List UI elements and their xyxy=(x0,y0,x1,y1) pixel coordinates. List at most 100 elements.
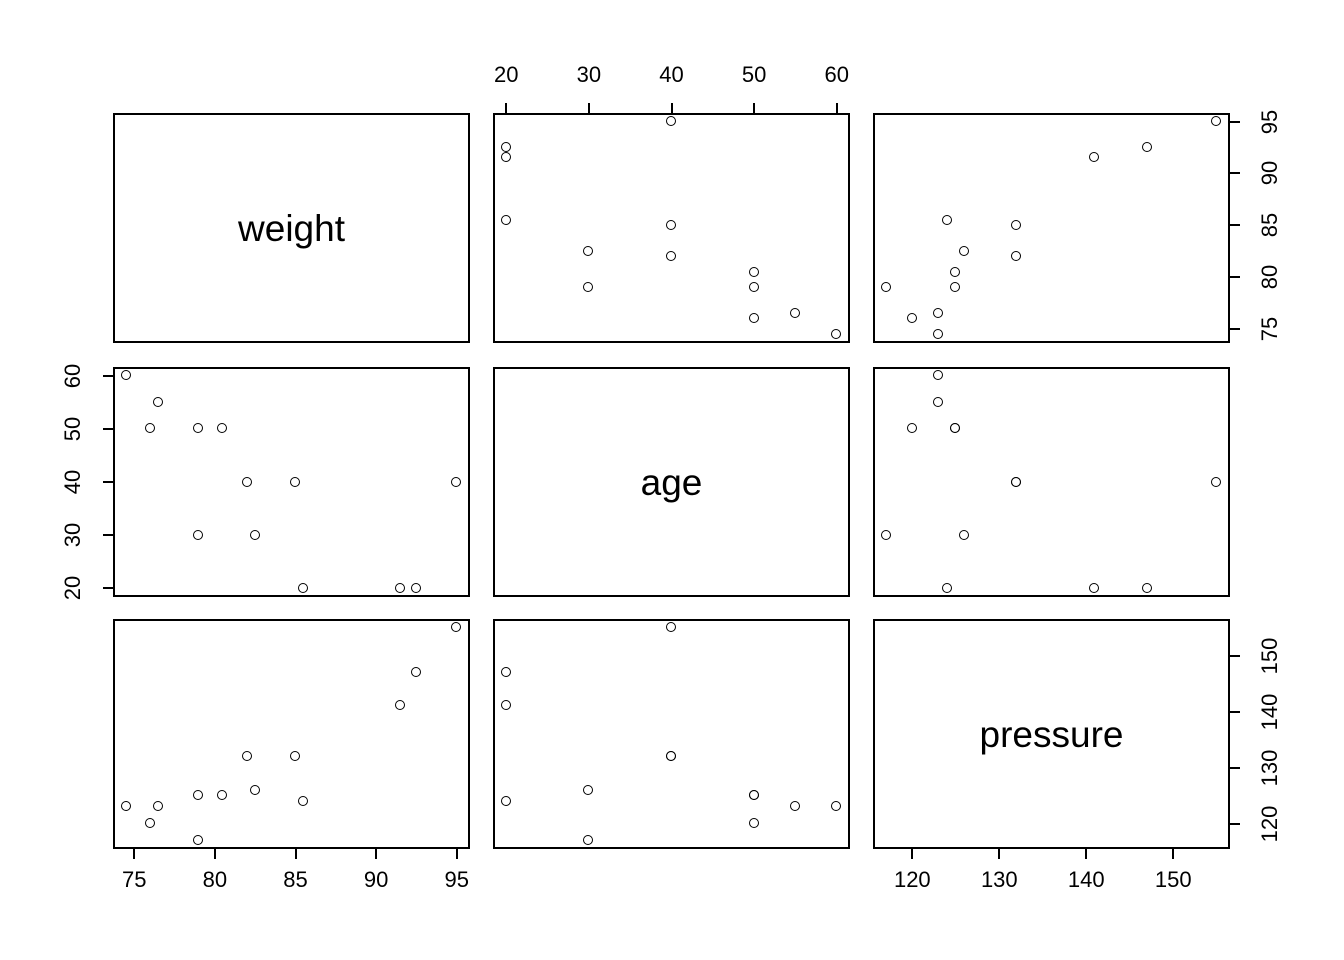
axis-tick-label-age: 40 xyxy=(659,62,684,87)
axis-tick-weight xyxy=(1230,224,1240,227)
axis-tick-pressure xyxy=(1230,654,1240,657)
data-point xyxy=(932,308,943,319)
data-point xyxy=(394,700,405,711)
data-point xyxy=(152,396,163,407)
data-point xyxy=(1141,141,1152,152)
axis-tick-label-age: 40 xyxy=(60,469,85,495)
data-point xyxy=(906,313,917,324)
axis-tick-weight xyxy=(1230,172,1240,175)
axis-tick-label-pressure: 130 xyxy=(980,867,1018,892)
data-point xyxy=(1211,116,1222,127)
data-point xyxy=(152,801,163,812)
data-point xyxy=(1011,251,1022,262)
panel-age-vs-pressure xyxy=(873,367,1230,597)
data-point xyxy=(249,529,260,540)
panel-diagonal-weight: weight xyxy=(113,113,470,343)
data-point xyxy=(193,790,204,801)
data-point xyxy=(959,529,969,540)
data-point xyxy=(290,750,301,761)
data-point xyxy=(666,116,676,127)
axis-tick-weight xyxy=(133,849,136,859)
variable-label-age: age xyxy=(640,461,703,503)
data-point xyxy=(906,423,917,434)
axis-tick-label-age: 60 xyxy=(824,62,850,87)
axis-tick-age xyxy=(505,103,508,113)
data-point xyxy=(666,219,676,230)
data-point xyxy=(500,141,511,152)
data-point xyxy=(500,666,511,677)
axis-tick-age xyxy=(835,103,838,113)
axis-tick-weight xyxy=(294,849,297,859)
variable-label-pressure: pressure xyxy=(979,713,1124,755)
axis-tick-weight xyxy=(1230,328,1240,331)
axis-tick-age xyxy=(103,374,113,377)
data-point xyxy=(748,313,759,324)
axis-tick-weight xyxy=(1230,276,1240,279)
axis-tick-weight xyxy=(213,849,216,859)
data-point xyxy=(748,818,759,829)
data-point xyxy=(410,582,421,593)
axis-tick-pressure xyxy=(1230,822,1240,825)
data-point xyxy=(298,795,309,806)
data-point xyxy=(959,245,969,256)
axis-tick-label-pressure: 120 xyxy=(1257,805,1282,843)
axis-tick-label-weight: 80 xyxy=(1257,265,1282,290)
data-point xyxy=(748,266,759,277)
panel-pressure-vs-age xyxy=(493,619,850,849)
data-point xyxy=(583,834,594,845)
axis-tick-label-age: 20 xyxy=(60,576,85,601)
axis-tick-label-pressure: 140 xyxy=(1067,867,1105,892)
data-point xyxy=(1011,476,1022,487)
data-point xyxy=(666,750,676,761)
axis-tick-age xyxy=(753,103,756,113)
data-point xyxy=(666,622,676,633)
axis-tick-age xyxy=(587,103,590,113)
data-point xyxy=(249,784,260,795)
data-point xyxy=(789,308,800,319)
axis-tick-pressure xyxy=(911,849,914,859)
data-point xyxy=(451,476,462,487)
panel-diagonal-age: age xyxy=(493,367,850,597)
data-point xyxy=(789,801,800,812)
axis-tick-label-weight: 95 xyxy=(444,867,470,892)
data-point xyxy=(1141,582,1152,593)
axis-tick-weight xyxy=(1230,120,1240,123)
data-point xyxy=(950,423,961,434)
data-point xyxy=(583,784,594,795)
data-point xyxy=(932,328,943,339)
axis-tick-label-age: 30 xyxy=(60,522,85,548)
data-point xyxy=(950,266,961,277)
data-point xyxy=(298,582,309,593)
data-point xyxy=(1089,582,1100,593)
axis-tick-pressure xyxy=(1085,849,1088,859)
data-point xyxy=(500,152,511,163)
axis-tick-label-weight: 90 xyxy=(363,867,389,892)
axis-tick-label-weight: 95 xyxy=(1257,109,1282,134)
panel-diagonal-pressure: pressure xyxy=(873,619,1230,849)
axis-tick-label-weight: 75 xyxy=(1257,317,1282,342)
axis-tick-weight xyxy=(455,849,458,859)
panel-weight-vs-pressure xyxy=(873,113,1230,343)
data-point xyxy=(932,370,943,381)
axis-tick-label-weight: 85 xyxy=(1257,213,1282,238)
axis-tick-label-weight: 80 xyxy=(202,867,228,892)
data-point xyxy=(941,214,952,225)
data-point xyxy=(1089,152,1100,163)
axis-tick-age xyxy=(103,534,113,537)
axis-tick-pressure xyxy=(1172,849,1175,859)
axis-tick-age xyxy=(103,587,113,590)
data-point xyxy=(583,245,594,256)
data-point xyxy=(120,370,131,381)
axis-tick-age xyxy=(103,427,113,430)
data-point xyxy=(1011,219,1022,230)
axis-tick-label-weight: 75 xyxy=(122,867,147,892)
axis-tick-label-pressure: 150 xyxy=(1154,867,1192,892)
axis-tick-label-age: 60 xyxy=(60,363,85,388)
data-point xyxy=(748,790,759,801)
axis-tick-label-weight: 90 xyxy=(1257,161,1282,186)
axis-tick-label-pressure: 140 xyxy=(1257,693,1282,730)
data-point xyxy=(410,666,421,677)
data-point xyxy=(932,396,943,407)
data-point xyxy=(941,582,952,593)
data-point xyxy=(290,476,301,487)
